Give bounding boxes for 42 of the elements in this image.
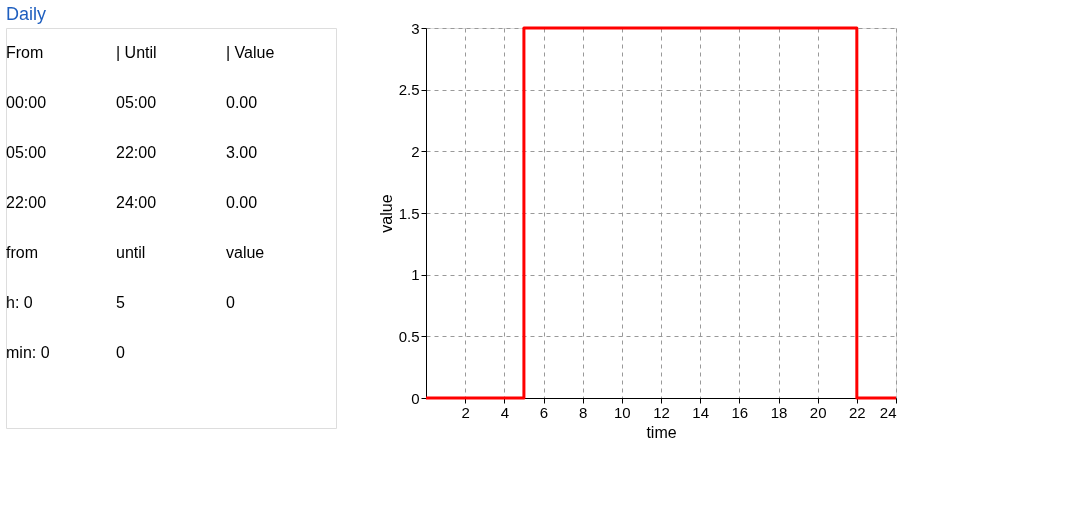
text: 0	[226, 294, 235, 311]
y-axis-title: value	[377, 194, 395, 233]
y-tick-label: 3	[411, 19, 420, 37]
x-tick-label: 20	[809, 403, 827, 421]
text: min: 0	[6, 344, 50, 361]
text: 05:00	[116, 94, 157, 111]
text: 0	[116, 344, 125, 361]
text: 00:00	[6, 94, 47, 111]
text: 0.00	[226, 194, 258, 211]
x-tick-label: 22	[848, 403, 866, 421]
x-axis-title: time	[646, 423, 677, 441]
x-tick-label: 24	[879, 403, 897, 421]
text: value	[226, 244, 265, 261]
text: | Until	[116, 44, 157, 61]
text: | Value	[226, 44, 275, 61]
text: 22:00	[6, 194, 47, 211]
text: 22:00	[116, 144, 157, 161]
y-tick-label: 2.5	[398, 81, 420, 99]
y-tick-label: 0	[411, 389, 420, 407]
text: 3.00	[226, 144, 258, 161]
text: Daily	[6, 4, 47, 24]
text: 5	[116, 294, 125, 311]
text: from	[6, 244, 38, 261]
text: until	[116, 244, 146, 261]
text: 05:00	[6, 144, 47, 161]
x-tick-label: 18	[770, 403, 788, 421]
x-tick-label: 2	[461, 403, 470, 421]
text: 0.00	[226, 94, 258, 111]
x-tick-label: 12	[653, 403, 670, 421]
y-tick-label: 1.5	[398, 204, 420, 222]
y-tick-label: 1	[411, 266, 420, 284]
x-tick-label: 4	[500, 403, 510, 421]
text: 24:00	[116, 194, 157, 211]
y-tick-label: 0.5	[398, 327, 420, 345]
y-tick-label: 2	[411, 142, 420, 160]
text: h: 0	[6, 294, 33, 311]
text: From	[6, 44, 44, 61]
x-tick-label: 14	[692, 403, 710, 421]
x-tick-label: 16	[731, 403, 749, 421]
x-tick-label: 10	[613, 403, 631, 421]
x-tick-label: 6	[539, 403, 549, 421]
x-tick-label: 8	[578, 403, 588, 421]
